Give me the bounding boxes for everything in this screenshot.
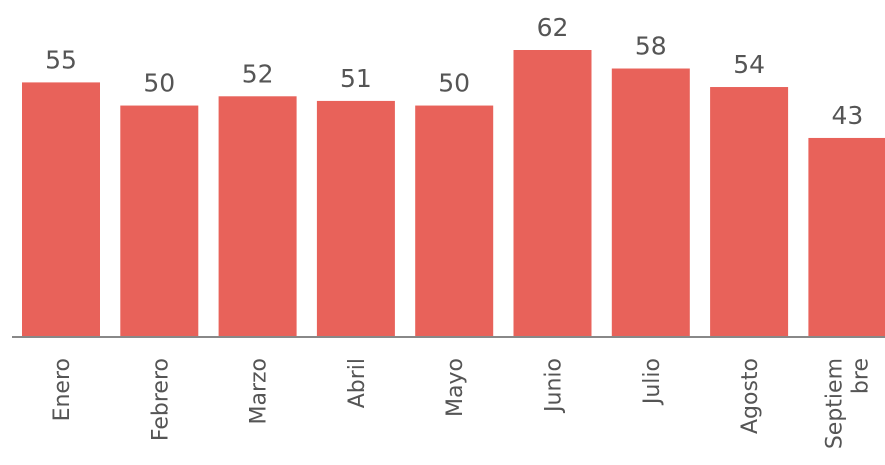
x-tick-label: Marzo bbox=[247, 358, 272, 425]
value-label: 52 bbox=[242, 59, 274, 88]
x-tick-label: Mayo bbox=[443, 358, 468, 417]
bar bbox=[710, 87, 789, 337]
x-tick-label: Julio bbox=[640, 358, 665, 406]
bar bbox=[120, 105, 199, 337]
value-label: 62 bbox=[537, 13, 569, 42]
value-label: 55 bbox=[45, 45, 77, 74]
x-tick-label: Enero bbox=[50, 358, 75, 421]
bar bbox=[316, 100, 395, 337]
bar bbox=[513, 50, 592, 337]
value-label: 54 bbox=[733, 50, 765, 79]
bar bbox=[22, 82, 100, 337]
x-tick-label: Agosto bbox=[738, 358, 763, 434]
x-tick-label: Septiembre bbox=[822, 358, 873, 449]
value-label: 51 bbox=[340, 64, 372, 93]
value-label: 58 bbox=[635, 32, 667, 61]
x-tick-label: Febrero bbox=[148, 358, 173, 441]
bar bbox=[808, 137, 885, 337]
x-tick-label: Abril bbox=[345, 358, 370, 408]
value-label: 50 bbox=[438, 69, 470, 98]
x-tick-label: Junio bbox=[542, 358, 567, 414]
bar bbox=[218, 96, 297, 338]
bar bbox=[415, 105, 494, 337]
value-label: 50 bbox=[143, 69, 175, 98]
bar bbox=[611, 68, 690, 338]
value-label: 43 bbox=[831, 101, 863, 130]
